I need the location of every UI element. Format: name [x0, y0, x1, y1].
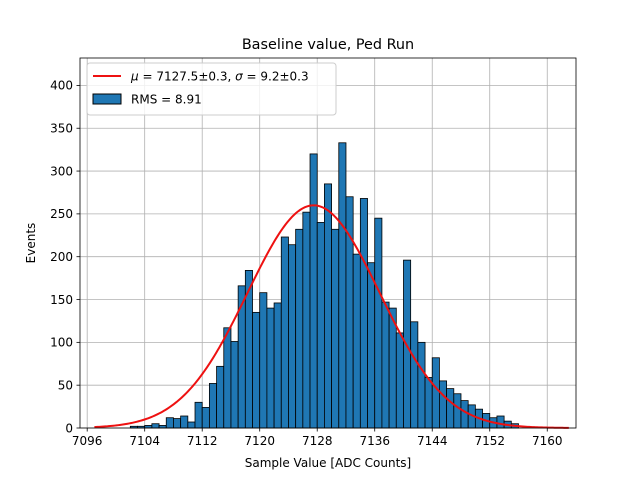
histogram-bar [431, 357, 440, 429]
y-tick-label: 350 [50, 122, 73, 136]
histogram-bar [266, 307, 275, 429]
y-axis-label: Events [24, 223, 38, 264]
histogram-bar [180, 415, 189, 429]
x-axis-label: Sample Value [ADC Counts] [245, 456, 411, 470]
histogram-bar [259, 292, 268, 429]
x-tick-label: 7112 [187, 434, 218, 448]
histogram-bar [367, 262, 376, 429]
histogram-bar [216, 365, 225, 429]
histogram-bar [316, 222, 325, 429]
histogram-bar [352, 253, 361, 429]
histogram-bar [395, 332, 404, 429]
y-tick-label: 0 [65, 421, 73, 435]
histogram-bar [273, 302, 282, 429]
histogram-bar [460, 400, 469, 429]
legend-box [86, 62, 337, 116]
histogram-bar [208, 383, 217, 429]
histogram-bar [496, 415, 505, 429]
x-tick-label: 7160 [532, 434, 563, 448]
histogram-bar [288, 244, 297, 429]
x-tick-label: 7120 [244, 434, 275, 448]
y-tick-label: 400 [50, 79, 73, 93]
histogram-bar [230, 341, 239, 429]
histogram-bars [129, 142, 519, 429]
histogram-bar [201, 407, 210, 429]
y-tick-label: 300 [50, 164, 73, 178]
histogram-bar [439, 380, 448, 429]
legend-hist-swatch [92, 93, 122, 105]
plot-frame [79, 57, 577, 429]
histogram-bar [359, 198, 368, 429]
histogram-bar [410, 321, 419, 429]
histogram-bar [237, 285, 246, 429]
histogram-bar [381, 301, 390, 429]
histogram-bar [302, 211, 311, 429]
legend-fit-mu-value: 7127.5±0.3 [156, 70, 227, 84]
histogram-bar [324, 183, 332, 429]
histogram-bar [309, 153, 318, 429]
histogram-bar [194, 401, 203, 429]
x-tick-label: 7152 [474, 434, 505, 448]
x-tick-label: 7144 [417, 434, 448, 448]
histogram-bar [446, 388, 455, 429]
x-tick-label: 7128 [302, 434, 333, 448]
histogram-bar [165, 417, 174, 429]
histogram-bar [417, 341, 426, 429]
y-tick-label: 100 [50, 336, 73, 350]
histogram-bar [187, 421, 196, 429]
fit-curve [94, 204, 569, 429]
y-tick-label: 150 [50, 293, 73, 307]
histogram-bar [295, 228, 304, 429]
histogram-bar [331, 228, 340, 429]
chart-title: Baseline value, Ped Run [242, 37, 414, 53]
histogram-bar [374, 217, 383, 429]
x-axis-ticks: 7096 7104 7112 7120 7128 7136 7144 7152 7160 [72, 428, 563, 448]
histogram-bar [223, 327, 232, 429]
y-axis-ticks: 0 50 100 150 200 250 300 350 400 [50, 79, 80, 435]
histogram-bar [424, 377, 433, 429]
y-tick-label: 250 [50, 207, 73, 221]
histogram-bar [338, 142, 347, 429]
legend-fit-sigma-value: 9.2±0.3 [260, 70, 308, 84]
x-tick-label: 7104 [129, 434, 160, 448]
legend: μ = 7127.5±0.3, σ = 9.2±0.3 RMS = 8.91 [86, 62, 337, 116]
histogram-bar [453, 393, 462, 429]
histogram-bar [173, 418, 182, 429]
y-tick-label: 50 [58, 378, 73, 392]
legend-fit-label: μ = 7127.5±0.3, σ = 9.2±0.3 [130, 70, 309, 84]
y-tick-label: 200 [50, 250, 73, 264]
x-tick-label: 7096 [72, 434, 103, 448]
histogram-bar [252, 311, 261, 429]
legend-hist-label: RMS = 8.91 [131, 93, 202, 107]
x-tick-label: 7136 [359, 434, 390, 448]
histogram-bar [280, 236, 289, 429]
histogram-bar [151, 423, 160, 429]
